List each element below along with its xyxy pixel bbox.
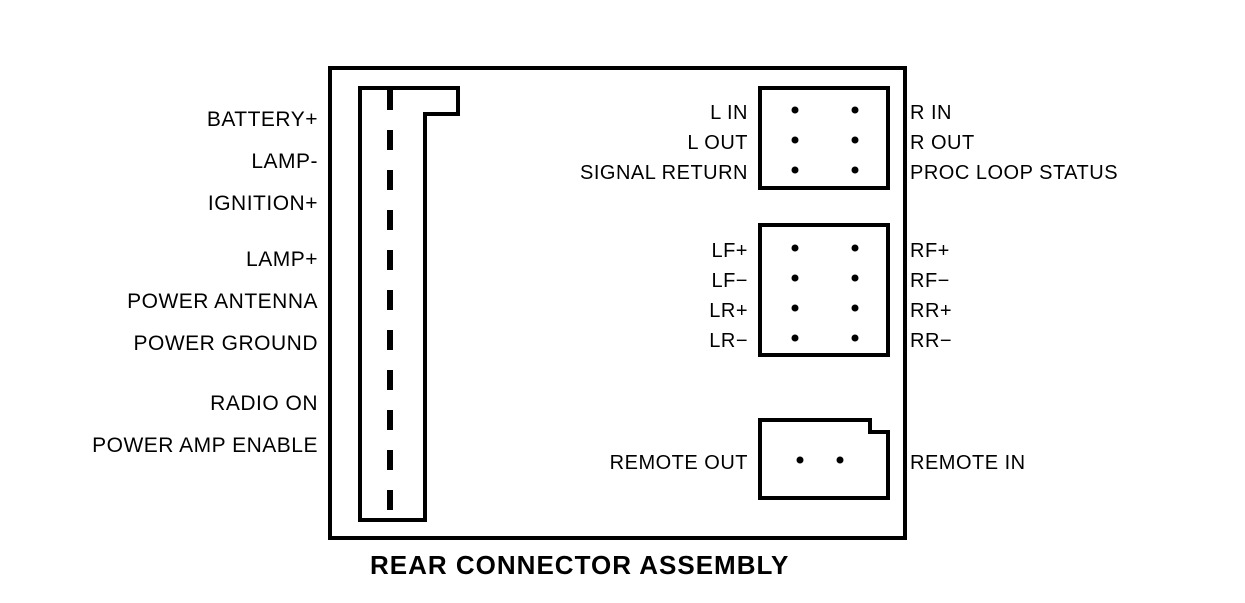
pin-label-proc-loop-status: PROC LOOP STATUS — [910, 162, 1118, 185]
pin-label-r-in: R IN — [910, 102, 952, 125]
pin-label-r-out: R OUT — [910, 132, 975, 155]
pin-label-battery: BATTERY+ — [207, 108, 318, 132]
pin-label-radio-on: RADIO ON — [210, 392, 318, 416]
pin-label-rf: RF− — [910, 270, 950, 293]
pin-label-power-amp-enable: POWER AMP ENABLE — [92, 434, 318, 458]
pin-label-lamp: LAMP+ — [246, 248, 318, 272]
pin-label-lf: LF− — [711, 270, 748, 293]
pin-label-remote-in: REMOTE IN — [910, 452, 1026, 475]
pin-label-rf: RF+ — [910, 240, 950, 263]
pin-label-power-antenna: POWER ANTENNA — [127, 290, 318, 314]
pin-label-lf: LF+ — [711, 240, 748, 263]
pin-label-power-ground: POWER GROUND — [134, 332, 319, 356]
pin-label-remote-out: REMOTE OUT — [610, 452, 748, 475]
pin-label-ignition: IGNITION+ — [208, 192, 318, 216]
pin-label-lr: LR− — [709, 330, 748, 353]
diagram-title: REAR CONNECTOR ASSEMBLY — [370, 550, 789, 581]
pin-label-rr: RR+ — [910, 300, 952, 323]
pin-label-l-in: L IN — [710, 102, 748, 125]
pin-label-signal-return: SIGNAL RETURN — [580, 162, 748, 185]
pin-label-lr: LR+ — [709, 300, 748, 323]
pin-label-l-out: L OUT — [687, 132, 748, 155]
pin-label-rr: RR− — [910, 330, 952, 353]
pin-label-lamp: LAMP- — [251, 150, 318, 174]
